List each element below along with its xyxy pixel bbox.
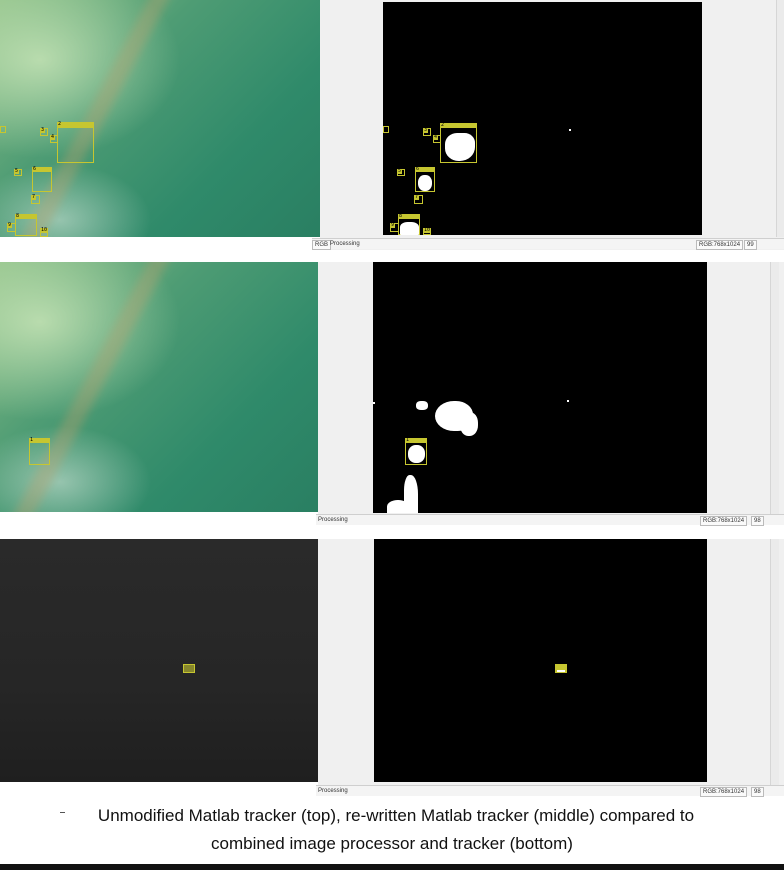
- top-binary-mask: 2 3 4 5 6 7 8 9 10: [383, 2, 702, 235]
- caption-dash-mark: [60, 812, 65, 813]
- top-status-processing: Processing: [330, 241, 360, 247]
- top-mask-tag: 3: [423, 127, 429, 133]
- middle-status-frame: 98: [751, 516, 764, 526]
- top-camera-tag: 6: [32, 167, 52, 172]
- middle-mask-blob: [387, 500, 409, 513]
- bottom-status-resolution: RGB:768x1024: [700, 787, 748, 797]
- top-mask-tag: 5: [397, 168, 403, 174]
- middle-mask-vertical-scrollbar[interactable]: [770, 262, 779, 514]
- middle-camera-streak: [5, 262, 173, 512]
- bottom-binary-mask: [374, 539, 707, 782]
- top-camera-view: 2 3 4 5 6 7 8 9 10: [0, 0, 320, 237]
- bottom-status-processing: Processing: [318, 788, 348, 794]
- top-status-bar: RGB Processing RGB:768x1024 99: [312, 238, 784, 250]
- top-status-rgb-label: RGB: [312, 240, 332, 250]
- bottom-mask-vertical-scrollbar[interactable]: [770, 539, 779, 785]
- top-mask-blob: [445, 133, 475, 161]
- top-camera-tag: 10: [40, 227, 49, 233]
- top-camera-tag: 8: [15, 214, 37, 219]
- middle-status-bar: Processing RGB:768x1024 98: [316, 514, 784, 526]
- top-status-resolution: RGB:768x1024: [696, 240, 744, 250]
- top-mask-tag: 9: [390, 222, 396, 228]
- top-camera-tag: 7: [31, 194, 37, 200]
- middle-status-processing: Processing: [318, 517, 348, 523]
- middle-status-resolution: RGB:768x1024: [700, 516, 748, 526]
- top-mask-tag: 7: [414, 194, 420, 200]
- middle-mask-speck: [373, 402, 375, 404]
- middle-mask-blob: [460, 412, 478, 436]
- top-camera-tag: 3: [40, 127, 46, 133]
- middle-camera-tag: 1: [29, 438, 50, 443]
- top-mask-blob: [400, 222, 419, 235]
- top-mask-tag: 10: [423, 227, 432, 233]
- middle-mask-speck: [567, 400, 569, 402]
- bottom-camera-view: [0, 539, 318, 782]
- top-mask-blob: [418, 175, 432, 191]
- bottom-mask-bbox: [555, 664, 567, 673]
- top-camera-tag: 9: [7, 222, 13, 228]
- top-camera-tag: 4: [50, 134, 56, 140]
- middle-mask-blob: [416, 401, 428, 410]
- top-mask-tag: 8: [398, 214, 420, 219]
- top-camera-bbox: [0, 126, 6, 133]
- top-camera-tag: 2: [57, 122, 94, 127]
- bottom-status-frame: 98: [751, 787, 764, 797]
- bottom-mask-blob: [557, 670, 565, 672]
- middle-camera-view: 1: [0, 262, 318, 512]
- top-mask-vertical-scrollbar[interactable]: [776, 0, 784, 237]
- top-mask-speck: [569, 129, 571, 131]
- middle-mask-tag: 1: [405, 438, 427, 443]
- middle-binary-mask: 1: [373, 262, 707, 513]
- figure-caption-line-1: Unmodified Matlab tracker (top), re-writ…: [97, 806, 695, 825]
- top-mask-tag: 4: [433, 134, 439, 140]
- page-bottom-bar: [0, 864, 784, 870]
- top-camera-tag: 5: [14, 168, 20, 174]
- top-mask-bbox: [383, 126, 389, 133]
- bottom-status-bar: Processing RGB:768x1024 98: [316, 785, 784, 797]
- top-camera-bbox-large: [57, 127, 94, 163]
- top-status-frame: 99: [744, 240, 757, 250]
- top-mask-tag: 2: [440, 123, 477, 128]
- bottom-camera-bbox: [183, 664, 195, 673]
- figure-caption-line-2: combined image processor and tracker (bo…: [211, 834, 573, 853]
- middle-mask-blob: [408, 445, 425, 463]
- top-mask-tag: 6: [415, 167, 435, 172]
